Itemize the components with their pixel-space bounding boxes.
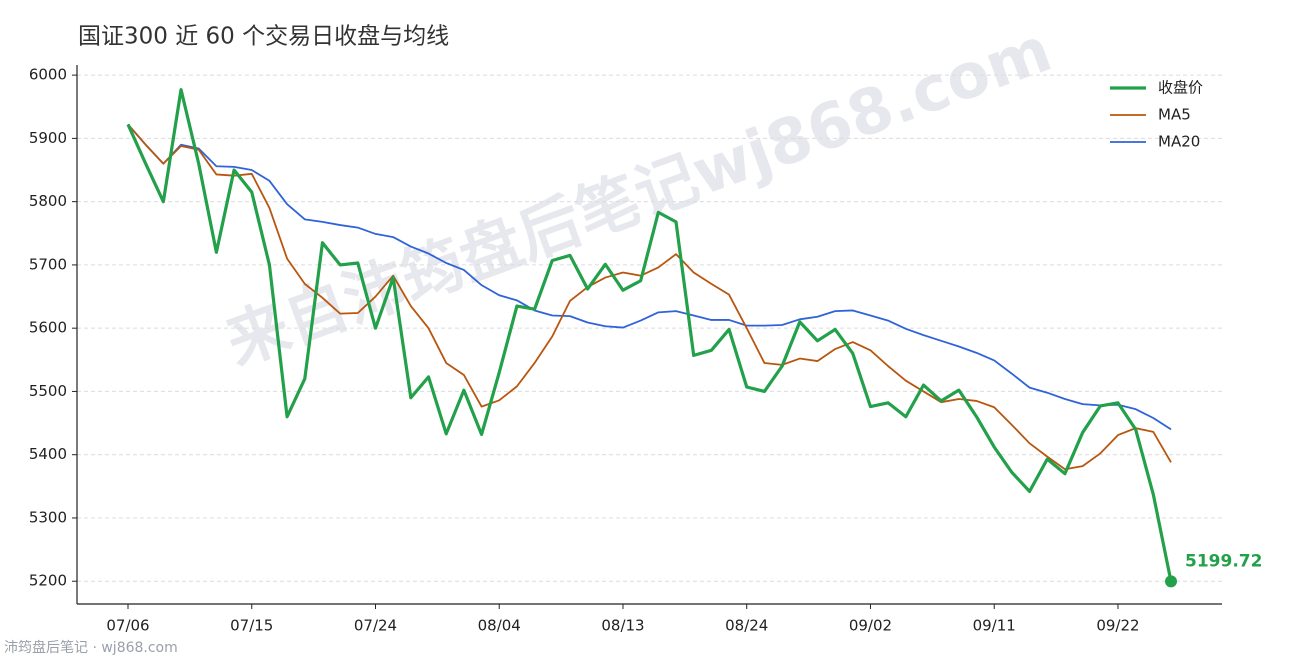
x-tick-label: 09/22 — [1096, 617, 1139, 635]
y-tick-label: 5700 — [29, 255, 67, 273]
last-value-label: 5199.72 — [1185, 551, 1262, 571]
y-tick-label: 5300 — [29, 508, 67, 526]
y-tick-label: 5800 — [29, 192, 67, 210]
y-tick-label: 5900 — [29, 129, 67, 147]
legend-label: MA20 — [1158, 133, 1200, 151]
x-tick-label: 08/04 — [478, 617, 521, 635]
last-point — [1165, 575, 1177, 588]
footer: 沛筠盘后笔记 · wj868.com — [4, 639, 178, 656]
x-tick-label: 07/06 — [106, 617, 149, 635]
x-tick-label: 07/15 — [230, 617, 273, 635]
watermark: 来自沛筠盘后笔记wj868.com — [217, 13, 1061, 380]
y-tick-label: 5400 — [29, 445, 67, 463]
legend-label: 收盘价 — [1158, 79, 1203, 97]
series-line — [126, 88, 1173, 582]
y-tick-label: 5200 — [29, 572, 67, 590]
y-tick-label: 5600 — [29, 319, 67, 337]
chart-title: 国证300 近 60 个交易日收盘与均线 — [78, 24, 449, 50]
x-tick-label: 09/02 — [849, 617, 892, 635]
x-tick-label: 08/24 — [725, 617, 768, 635]
legend-label: MA5 — [1158, 106, 1191, 124]
x-tick-label: 07/24 — [354, 617, 397, 635]
y-tick-label: 5500 — [29, 382, 67, 400]
series-line — [127, 123, 1172, 471]
series-line — [127, 123, 1172, 431]
x-tick-label: 08/13 — [601, 617, 644, 635]
x-tick-label: 09/11 — [973, 617, 1016, 635]
y-tick-label: 6000 — [29, 66, 67, 84]
